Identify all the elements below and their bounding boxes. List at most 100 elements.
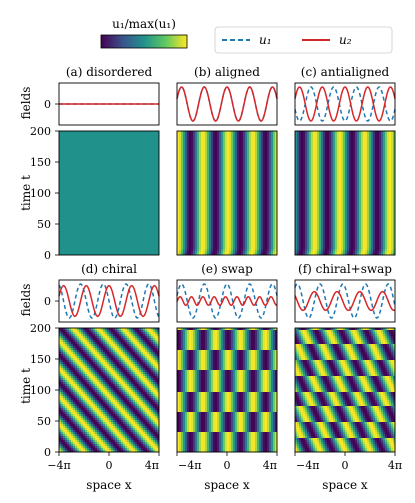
ylabel-fields-bottom: fields [19, 284, 33, 317]
heatmap-cell [185, 195, 188, 198]
heatmap-cell [225, 229, 228, 232]
heatmap-cell [257, 201, 260, 204]
heatmap-cell [327, 189, 330, 192]
heatmap-cell [253, 249, 256, 252]
heatmap-cell [333, 133, 336, 136]
heatmap-cell [331, 151, 334, 154]
heatmap-cell [259, 203, 262, 206]
heatmap-cell [393, 175, 396, 178]
heatmap-cell [387, 153, 390, 156]
heatmap-cell [185, 143, 188, 146]
heatmap-cell [351, 141, 354, 144]
heatmap-cell [329, 165, 332, 168]
heatmap-cell [259, 219, 262, 222]
heatmap-cell [325, 149, 328, 152]
heatmap-cell [263, 195, 266, 198]
heatmap-cell [369, 157, 372, 160]
heatmap-cell [239, 221, 242, 224]
heatmap-cell [221, 221, 224, 224]
heatmap-cell [351, 167, 354, 170]
heatmap-cell [335, 203, 338, 206]
heatmap-cell [313, 177, 316, 180]
heatmap-cell [191, 243, 194, 246]
heatmap-cell [193, 229, 196, 232]
heatmap-cell [243, 163, 246, 166]
heatmap-cell [255, 199, 258, 202]
heatmap-cell [391, 183, 394, 186]
heatmap-cell [245, 213, 248, 216]
heatmap-cell [195, 185, 198, 188]
heatmap-cell [303, 133, 306, 136]
heatmap-cell [341, 197, 344, 200]
heatmap-cell [347, 147, 350, 150]
heatmap-cell [195, 191, 198, 194]
heatmap-cell [365, 191, 368, 194]
heatmap-cell [303, 175, 306, 178]
heatmap-cell [307, 141, 310, 144]
heatmap-cell [315, 175, 318, 178]
heatmap-cell [237, 169, 240, 172]
heatmap-cell [303, 167, 306, 170]
heatmap-cell [295, 163, 298, 166]
heatmap-cell [343, 143, 346, 146]
heatmap-cell [179, 175, 182, 178]
heatmap-cell [201, 211, 204, 214]
heatmap-cell [269, 205, 272, 208]
heatmap-cell [273, 193, 276, 196]
heatmap-cell [329, 151, 332, 154]
heatmap-cell [223, 195, 226, 198]
heatmap-cell [275, 133, 278, 136]
heatmap-cell [335, 167, 338, 170]
heatmap-cell [353, 165, 356, 168]
heatmap-cell [207, 163, 210, 166]
heatmap-cell [337, 137, 340, 140]
heatmap-cell [203, 247, 206, 250]
heatmap-cell [247, 195, 250, 198]
heatmap-cell [247, 133, 250, 136]
heatmap-cell [363, 131, 366, 134]
heatmap-cell [241, 141, 244, 144]
heatmap-cell [213, 239, 216, 242]
heatmap-cell [385, 161, 388, 164]
heatmap-cell [253, 157, 256, 160]
heatmap-cell [323, 179, 326, 182]
heatmap-cell [185, 229, 188, 232]
heatmap-cell [313, 195, 316, 198]
heatmap-cell [337, 189, 340, 192]
heatmap-cell [319, 157, 322, 160]
heatmap-cell [329, 185, 332, 188]
heatmap-cell [221, 193, 224, 196]
heatmap-cell [315, 199, 318, 202]
heatmap-cell [373, 161, 376, 164]
heatmap-cell [185, 189, 188, 192]
heatmap-cell [301, 199, 304, 202]
heatmap-cell [185, 145, 188, 148]
heatmap-cell [251, 161, 254, 164]
heatmap-cell [245, 141, 248, 144]
heatmap-cell [387, 145, 390, 148]
heatmap-cell [351, 137, 354, 140]
heatmap-cell [305, 201, 308, 204]
heatmap-cell [223, 213, 226, 216]
heatmap-cell [243, 169, 246, 172]
heatmap-cell [243, 173, 246, 176]
heatmap-cell [367, 167, 370, 170]
heatmap-cell [273, 175, 276, 178]
heatmap-cell [177, 147, 180, 150]
heatmap-cell [341, 179, 344, 182]
heatmap-cell [317, 131, 320, 134]
heatmap-cell [259, 147, 262, 150]
heatmap-cell [323, 149, 326, 152]
heatmap-cell [203, 137, 206, 140]
heatmap-cell [185, 249, 188, 252]
heatmap-cell [339, 167, 342, 170]
heatmap-cell [303, 161, 306, 164]
heatmap-cell [211, 225, 214, 228]
heatmap-cell [363, 163, 366, 166]
heatmap-cell [211, 135, 214, 138]
heatmap-cell [239, 185, 242, 188]
heatmap-cell [271, 245, 274, 248]
heatmap-cell [299, 183, 302, 186]
heatmap-cell [323, 157, 326, 160]
colorbar-label: u₁/max(u₁) [112, 17, 176, 31]
